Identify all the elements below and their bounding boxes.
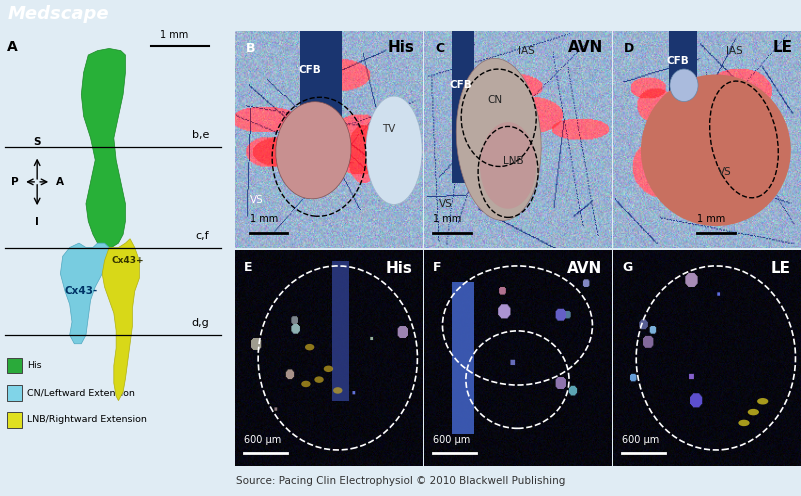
Text: 1 mm: 1 mm	[250, 214, 278, 224]
Ellipse shape	[314, 376, 324, 383]
Ellipse shape	[333, 387, 343, 394]
Ellipse shape	[301, 381, 311, 387]
Text: 600 μm: 600 μm	[622, 434, 659, 444]
Text: VS: VS	[250, 195, 264, 205]
Text: CN: CN	[487, 95, 502, 106]
Text: S: S	[34, 137, 41, 147]
Ellipse shape	[747, 409, 759, 415]
Bar	[669, 31, 697, 118]
Text: D: D	[624, 42, 634, 55]
Text: VS: VS	[718, 167, 732, 177]
Text: LNB: LNB	[503, 156, 524, 166]
Bar	[7, 385, 22, 401]
Text: Cx43-: Cx43-	[65, 286, 98, 296]
Text: 1 mm: 1 mm	[160, 30, 188, 40]
Text: TV: TV	[382, 124, 395, 133]
Text: C: C	[435, 42, 444, 55]
Text: 1 mm: 1 mm	[433, 214, 461, 224]
Bar	[7, 358, 22, 373]
Text: CN/Leftward Extension: CN/Leftward Extension	[26, 388, 135, 397]
Text: G: G	[622, 260, 632, 273]
Text: 600 μm: 600 μm	[244, 434, 281, 444]
Text: F: F	[433, 260, 441, 273]
Text: Medscape: Medscape	[8, 5, 110, 23]
Text: LE: LE	[771, 260, 791, 275]
Bar	[452, 31, 474, 183]
Bar	[7, 412, 22, 428]
Bar	[452, 282, 474, 434]
Text: A: A	[7, 40, 18, 54]
Text: I: I	[35, 217, 39, 227]
Text: P: P	[11, 177, 18, 187]
Bar	[332, 260, 349, 401]
Text: CFB: CFB	[667, 57, 690, 66]
Text: CFB: CFB	[298, 65, 321, 75]
Ellipse shape	[457, 59, 541, 220]
Text: His: His	[26, 361, 42, 370]
Text: 600 μm: 600 μm	[433, 434, 470, 444]
Text: His: His	[386, 260, 413, 275]
Ellipse shape	[670, 69, 698, 102]
Text: LNB/Rightward Extension: LNB/Rightward Extension	[26, 415, 147, 425]
Ellipse shape	[480, 122, 536, 209]
Text: AVN: AVN	[569, 40, 604, 55]
Text: A: A	[56, 177, 64, 187]
Ellipse shape	[641, 74, 791, 226]
Polygon shape	[60, 243, 109, 344]
Ellipse shape	[366, 96, 422, 204]
Text: AVN: AVN	[566, 260, 602, 275]
Text: b,e: b,e	[191, 130, 209, 140]
Polygon shape	[82, 49, 126, 248]
Text: d,g: d,g	[191, 318, 209, 328]
Text: CFB: CFB	[450, 80, 473, 90]
Text: LE: LE	[773, 40, 793, 55]
Text: Source: Pacing Clin Electrophysiol © 2010 Blackwell Publishing: Source: Pacing Clin Electrophysiol © 201…	[235, 476, 566, 486]
Ellipse shape	[305, 344, 314, 350]
Bar	[300, 31, 341, 128]
Text: IAS: IAS	[518, 46, 535, 57]
Text: 1 mm: 1 mm	[697, 214, 726, 224]
Ellipse shape	[757, 398, 768, 405]
Text: His: His	[388, 40, 415, 55]
Text: B: B	[246, 42, 256, 55]
Text: IAS: IAS	[727, 46, 743, 57]
Ellipse shape	[739, 420, 750, 426]
Ellipse shape	[324, 366, 333, 372]
Text: Cx43+: Cx43+	[111, 256, 144, 265]
Text: E: E	[244, 260, 252, 273]
Ellipse shape	[276, 102, 351, 199]
Text: c,f: c,f	[195, 231, 209, 241]
Text: VS: VS	[439, 199, 453, 209]
Polygon shape	[103, 239, 139, 401]
